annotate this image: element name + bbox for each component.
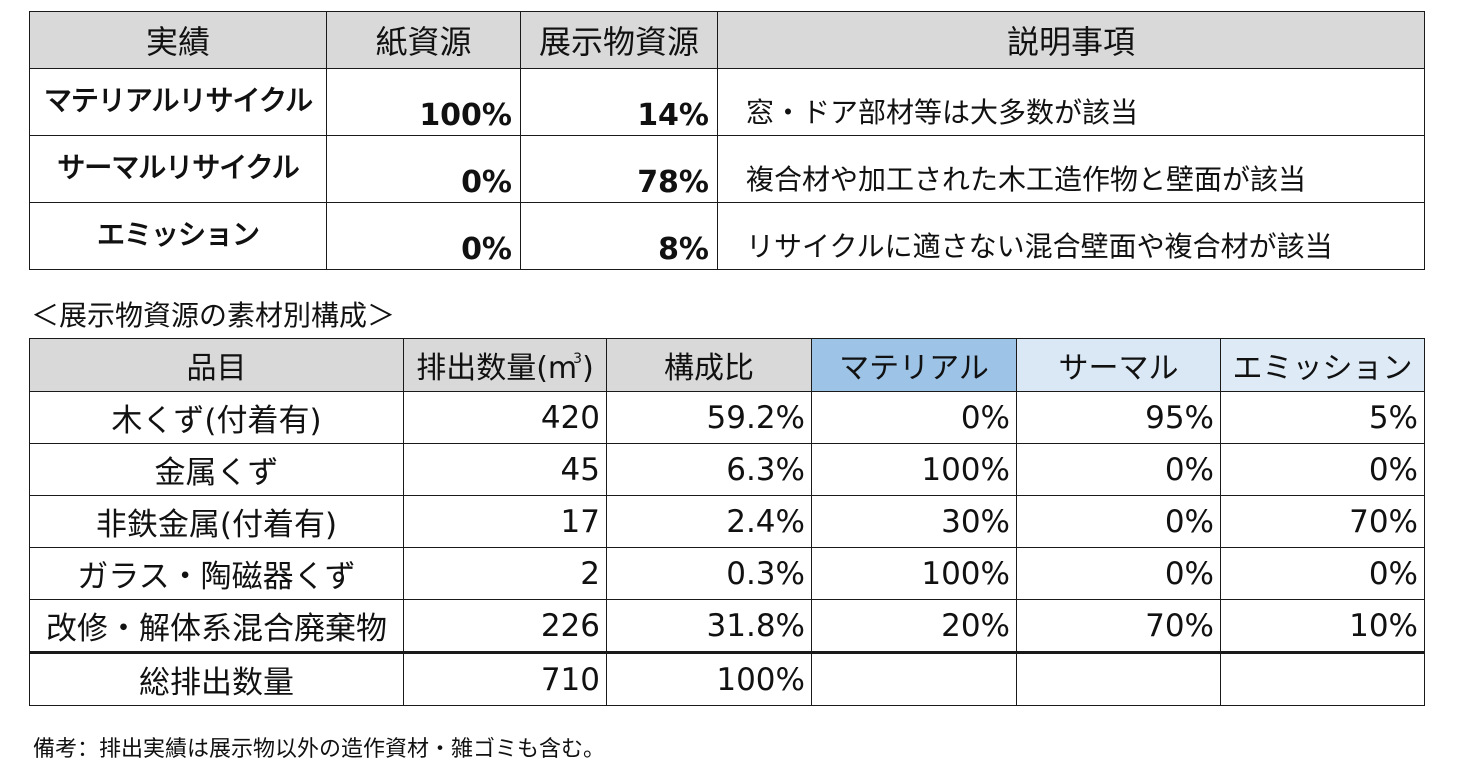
table-row: 非鉄金属(付着有) 17 2.4% 30% 0% 70% [29,495,1425,548]
total-thermal [1016,651,1221,706]
ratio-value: 59.2% [606,391,812,444]
material-composition-table: 品目 排出数量(m3) 構成比 マテリアル サーマル エミッション 木くず(付着… [29,338,1425,706]
table-row: 木くず(付着有) 420 59.2% 0% 95% 5% [29,391,1425,444]
exhibit-value: 78% [520,135,718,203]
thermal-value: 70% [1016,599,1221,653]
table-row: ガラス・陶磁器くず 2 0.3% 100% 0% 0% [29,547,1425,600]
description-cell: 複合材や加工された木工造作物と壁面が該当 [717,135,1425,203]
header-description: 説明事項 [717,11,1425,69]
item-name: ガラス・陶磁器くず [29,547,404,600]
total-label: 総排出数量 [29,651,404,706]
category-cell: サーマルリサイクル [29,135,327,203]
header-thermal: サーマル [1016,338,1221,392]
item-name: 木くず(付着有) [29,391,404,444]
total-row: 総排出数量 710 100% [29,651,1425,706]
volume-value: 2 [403,547,607,600]
cubic-superscript: 3 [573,351,583,367]
volume-value: 420 [403,391,607,444]
table-row: 改修・解体系混合廃棄物 226 31.8% 20% 70% 10% [29,599,1425,653]
header-ratio: 構成比 [606,338,812,392]
exhibit-value: 8% [520,202,718,270]
material-value: 30% [811,495,1017,548]
thermal-value: 95% [1016,391,1221,444]
emission-value: 0% [1220,443,1425,496]
material-value: 20% [811,599,1017,653]
emission-value: 5% [1220,391,1425,444]
composition-header-row: 品目 排出数量(m3) 構成比 マテリアル サーマル エミッション [29,338,1425,392]
paper-value: 100% [326,68,521,136]
header-volume-close: ) [582,351,594,386]
description-cell: リサイクルに適さない混合壁面や複合材が該当 [717,202,1425,270]
item-name: 改修・解体系混合廃棄物 [29,599,404,653]
header-volume-label: 排出数量(m [416,351,578,386]
total-material [811,651,1017,706]
table-row: マテリアルリサイクル 100% 14% 窓・ドア部材等は大多数が該当 [29,68,1425,136]
description-cell: 窓・ドア部材等は大多数が該当 [717,68,1425,136]
ratio-value: 31.8% [606,599,812,653]
paper-value: 0% [326,135,521,203]
ratio-value: 2.4% [606,495,812,548]
total-volume: 710 [403,651,607,706]
header-exhibit: 展示物資源 [520,11,718,69]
paper-value: 0% [326,202,521,270]
volume-value: 45 [403,443,607,496]
total-ratio: 100% [606,651,812,706]
recycling-summary-table: 実績 紙資源 展示物資源 説明事項 マテリアルリサイクル 100% 14% 窓・… [29,11,1425,270]
table-row: サーマルリサイクル 0% 78% 複合材や加工された木工造作物と壁面が該当 [29,135,1425,203]
summary-header-row: 実績 紙資源 展示物資源 説明事項 [29,11,1425,69]
header-volume: 排出数量(m3) [403,338,607,392]
table-row: 金属くず 45 6.3% 100% 0% 0% [29,443,1425,496]
header-item: 品目 [29,338,404,392]
thermal-value: 0% [1016,495,1221,548]
exhibit-value: 14% [520,68,718,136]
category-cell: エミッション [29,202,327,270]
item-name: 非鉄金属(付着有) [29,495,404,548]
category-cell: マテリアルリサイクル [29,68,327,136]
thermal-value: 0% [1016,547,1221,600]
ratio-value: 0.3% [606,547,812,600]
volume-value: 17 [403,495,607,548]
ratio-value: 6.3% [606,443,812,496]
item-name: 金属くず [29,443,404,496]
table-row: エミッション 0% 8% リサイクルに適さない混合壁面や複合材が該当 [29,202,1425,270]
material-value: 100% [811,547,1017,600]
material-value: 0% [811,391,1017,444]
thermal-value: 0% [1016,443,1221,496]
header-emission: エミッション [1220,338,1425,392]
emission-value: 0% [1220,547,1425,600]
header-result: 実績 [29,11,327,69]
total-emission [1220,651,1425,706]
emission-value: 10% [1220,599,1425,653]
footnote: 備考：排出実績は展示物以外の造作資材・雑ゴミも含む。 [33,737,606,762]
material-value: 100% [811,443,1017,496]
header-material: マテリアル [811,338,1017,392]
volume-value: 226 [403,599,607,653]
header-paper: 紙資源 [326,11,521,69]
section-caption: ＜展示物資源の素材別構成＞ [31,299,396,332]
emission-value: 70% [1220,495,1425,548]
